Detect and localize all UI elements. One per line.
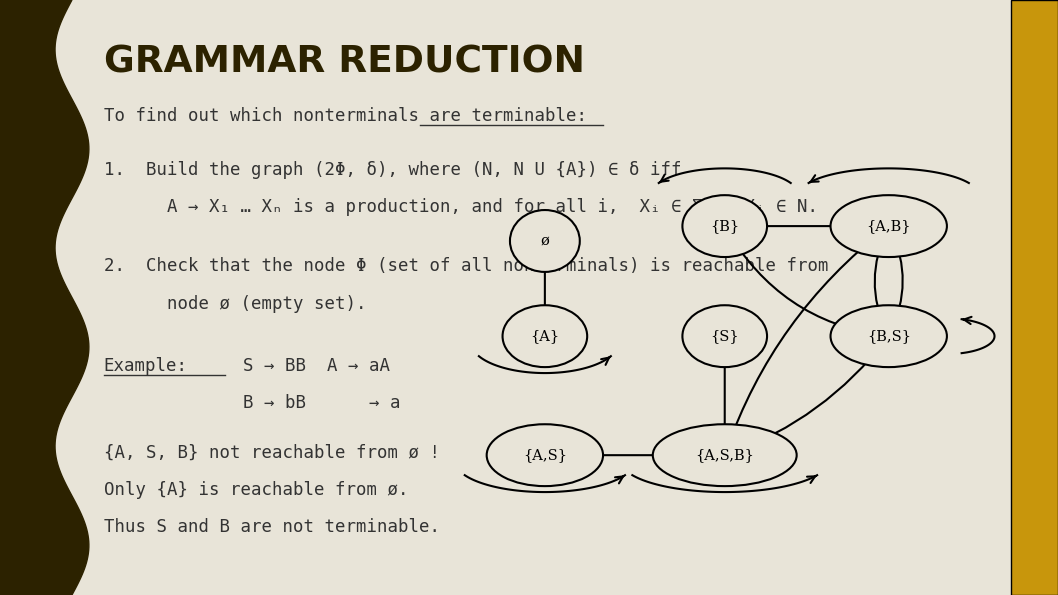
Text: B → bB      → a: B → bB → a [243, 394, 401, 412]
Text: 1.  Build the graph (2Φ, δ), where (N, N U {A}) ∈ δ iff: 1. Build the graph (2Φ, δ), where (N, N … [104, 161, 681, 178]
Ellipse shape [682, 195, 767, 257]
Ellipse shape [831, 305, 947, 367]
Ellipse shape [831, 195, 947, 257]
Text: ø: ø [541, 234, 549, 248]
Text: {S}: {S} [710, 329, 740, 343]
Text: Thus S and B are not terminable.: Thus S and B are not terminable. [104, 518, 440, 536]
Text: A → X₁ … Xₙ is a production, and for all i,  Xᵢ ∈ Σ or Xᵢ ∈ N.: A → X₁ … Xₙ is a production, and for all… [104, 198, 818, 216]
Text: {A}: {A} [530, 329, 560, 343]
Ellipse shape [487, 424, 603, 486]
Ellipse shape [503, 305, 587, 367]
Ellipse shape [510, 210, 580, 272]
Text: {B,S}: {B,S} [867, 329, 911, 343]
Text: {A,S,B}: {A,S,B} [695, 448, 754, 462]
Text: 2.  Check that the node Φ (set of all nonterminals) is reachable from: 2. Check that the node Φ (set of all non… [104, 257, 828, 275]
Ellipse shape [682, 305, 767, 367]
Text: node ø (empty set).: node ø (empty set). [104, 295, 366, 312]
Polygon shape [0, 0, 89, 595]
Text: To find out which nonterminals are terminable:: To find out which nonterminals are termi… [104, 107, 587, 125]
Text: {A,S}: {A,S} [523, 448, 567, 462]
Text: {A, S, B} not reachable from ø !: {A, S, B} not reachable from ø ! [104, 443, 440, 461]
Ellipse shape [653, 424, 797, 486]
Text: {B}: {B} [710, 219, 740, 233]
Text: {A,B}: {A,B} [867, 219, 911, 233]
FancyBboxPatch shape [1011, 0, 1058, 595]
Text: Example:: Example: [104, 357, 187, 375]
Text: GRAMMAR REDUCTION: GRAMMAR REDUCTION [104, 45, 585, 81]
Text: Only {A} is reachable from ø.: Only {A} is reachable from ø. [104, 481, 408, 499]
Text: S → BB  A → aA: S → BB A → aA [243, 357, 390, 375]
